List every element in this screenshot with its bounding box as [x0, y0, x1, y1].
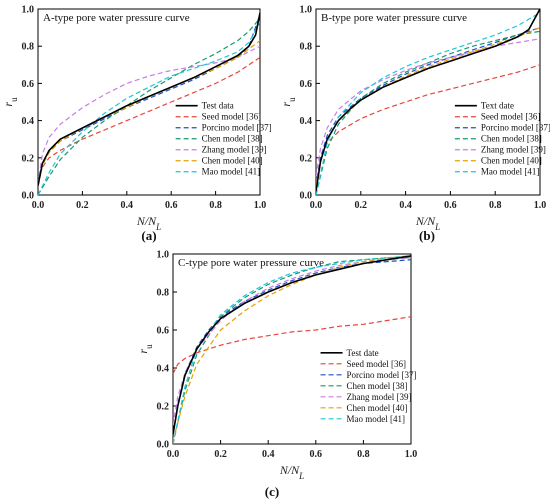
- legend-entry: Chen model [40]: [347, 403, 408, 413]
- legend-entry: Chen model [38]: [347, 381, 408, 391]
- x-axis-label: N/NL: [136, 214, 161, 232]
- x-tick-label: 0.8: [209, 200, 222, 211]
- series-line-1: [173, 255, 411, 435]
- x-tick-label: 0.6: [165, 200, 178, 211]
- legend-entry: Seed model [36]: [481, 112, 540, 122]
- y-tick-label: 0.2: [22, 153, 35, 164]
- x-tick-label: 1.0: [534, 200, 547, 211]
- y-tick-label: 0.0: [22, 191, 35, 202]
- panel-label: (c): [265, 484, 279, 499]
- x-tick-label: 0.4: [121, 200, 134, 211]
- legend-entry: Porcino model [37]: [481, 123, 550, 133]
- y-tick-label: 1.0: [300, 5, 313, 16]
- legend-entry: Zhang model [39]: [347, 392, 412, 402]
- y-tick-label: 0.0: [157, 440, 170, 451]
- x-tick-label: 0.6: [310, 449, 323, 460]
- y-axis-label: ru: [136, 344, 154, 354]
- legend-entry: Mao model [41]: [481, 167, 540, 177]
- series-line-4: [316, 30, 540, 195]
- chart-title: B-type pore water pressure curve: [321, 12, 467, 24]
- x-tick-label: 0.2: [76, 200, 89, 211]
- x-tick-label: 0.6: [444, 200, 457, 211]
- y-tick-label: 0.4: [300, 116, 313, 127]
- x-tick-label: 0.8: [489, 200, 502, 211]
- series-line-2: [173, 316, 411, 374]
- chart-panel-1: 0.0 0.2 0.4 0.6 0.8 1.0 0.0 0.2 0.4 0.6 0.8 1.0 N/NL…: [1, 5, 272, 244]
- legend-entry: Test date: [347, 348, 379, 358]
- legend-entry: Test data: [202, 101, 234, 111]
- y-tick-label: 0.4: [157, 364, 170, 375]
- series-line-1: [316, 9, 540, 192]
- x-tick-label: 0.0: [310, 200, 323, 211]
- series-line-7: [316, 12, 540, 195]
- series-line-2: [316, 64, 540, 186]
- plot-frame: [172, 253, 412, 445]
- y-tick-label: 0.4: [22, 116, 35, 127]
- chart-title: C-type pore water pressure curve: [178, 257, 324, 269]
- x-tick-label: 0.0: [32, 200, 45, 211]
- legend-entry: Text date: [481, 101, 514, 111]
- x-axis-label: N/NL: [415, 214, 440, 232]
- y-tick-label: 0.6: [300, 79, 313, 90]
- y-tick-label: 0.0: [300, 191, 313, 202]
- y-tick-label: 0.8: [22, 42, 35, 53]
- x-tick-label: 0.4: [262, 449, 275, 460]
- y-tick-label: 0.8: [300, 42, 313, 53]
- x-tick-label: 1.0: [254, 200, 267, 211]
- series-line-4: [38, 17, 260, 195]
- legend-entry: Mao model [41]: [202, 167, 261, 177]
- series-line-6: [38, 40, 260, 186]
- series-line-3: [316, 27, 540, 186]
- y-axis-label: ru: [279, 97, 297, 107]
- legend-entry: Seed model [36]: [202, 112, 261, 122]
- legend-entry: Chen model [40]: [481, 156, 542, 166]
- y-tick-label: 1.0: [157, 250, 170, 261]
- legend-entry: Porcino model [37]: [202, 123, 272, 133]
- plot-frame: [315, 8, 541, 196]
- y-tick-label: 1.0: [22, 5, 35, 16]
- y-axis-label: ru: [1, 97, 19, 107]
- x-tick-label: 1.0: [405, 449, 418, 460]
- series-line-6: [173, 255, 411, 441]
- x-tick-label: 0.0: [167, 449, 180, 460]
- y-tick-label: 0.8: [157, 288, 170, 299]
- legend-entry: Zhang model [39]: [202, 145, 267, 155]
- y-tick-label: 0.6: [157, 326, 170, 337]
- series-line-2: [38, 56, 260, 183]
- legend-entry: Chen model [38]: [202, 134, 263, 144]
- x-tick-label: 0.8: [357, 449, 370, 460]
- x-tick-label: 0.4: [399, 200, 412, 211]
- chart-panel-3: 0.0 0.2 0.4 0.6 0.8 1.0 0.0 0.2 0.4 0.6 0.8 1.0 N/NL…: [136, 250, 417, 500]
- legend-entry: Zhang model [39]: [481, 145, 546, 155]
- x-tick-label: 0.2: [214, 449, 227, 460]
- legend-entry: Chen model [38]: [481, 134, 542, 144]
- x-tick-label: 0.2: [355, 200, 368, 211]
- y-tick-label: 0.6: [22, 79, 35, 90]
- legend-entry: Mao model [41]: [347, 414, 406, 424]
- panel-label: (a): [141, 228, 156, 243]
- plot-frame: [37, 8, 261, 196]
- panel-label: (b): [419, 228, 435, 243]
- series-line-1: [38, 12, 260, 186]
- y-tick-label: 0.2: [157, 402, 170, 413]
- legend-entry: Chen model [40]: [202, 156, 263, 166]
- y-tick-label: 0.2: [300, 153, 313, 164]
- chart-title: A-type pore water pressure curve: [43, 12, 190, 24]
- legend-entry: Porcino model [37]: [347, 370, 417, 380]
- x-axis-label: N/NL: [279, 463, 304, 481]
- series-line-5: [38, 45, 260, 184]
- legend-entry: Seed model [36]: [347, 359, 406, 369]
- chart-panel-2: 0.0 0.2 0.4 0.6 0.8 1.0 0.0 0.2 0.4 0.6 0.8 1.0 N/NL…: [279, 5, 550, 244]
